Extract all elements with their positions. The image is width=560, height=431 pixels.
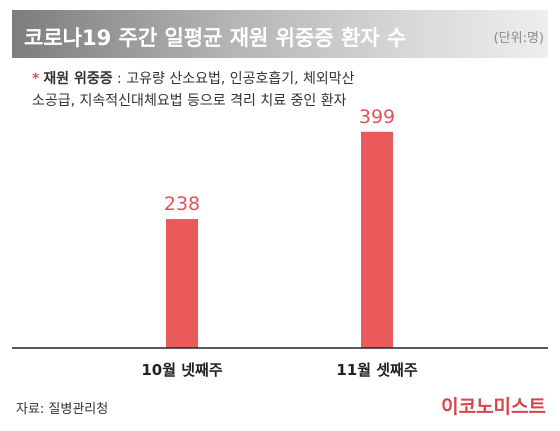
definition-note: * 재원 위중증 : 고유량 산소요법, 인공호흡기, 체외막산소공급, 지속적신…	[32, 68, 362, 112]
category-label: 11월 셋째주	[336, 361, 417, 379]
data-label: 399	[359, 106, 395, 128]
chart-title: 코로나19 주간 일평균 재원 위중증 환자 수	[24, 26, 407, 50]
asterisk-mark: *	[32, 71, 40, 87]
bar	[361, 131, 393, 348]
note-text: : 고유량 산소요법, 인공호흡기, 체외막산소공급, 지속적신대체요법 등으로…	[32, 71, 355, 109]
title-banner	[12, 10, 548, 58]
unit-label: (단위:명)	[493, 31, 544, 46]
data-label: 238	[164, 193, 200, 215]
note-label: 재원 위중증	[43, 71, 113, 87]
source-text: 자료: 질병관리청	[16, 402, 109, 417]
brand-logo: 이코노미스트	[441, 396, 546, 418]
category-label: 10월 넷째주	[141, 361, 222, 379]
bar	[166, 219, 198, 348]
